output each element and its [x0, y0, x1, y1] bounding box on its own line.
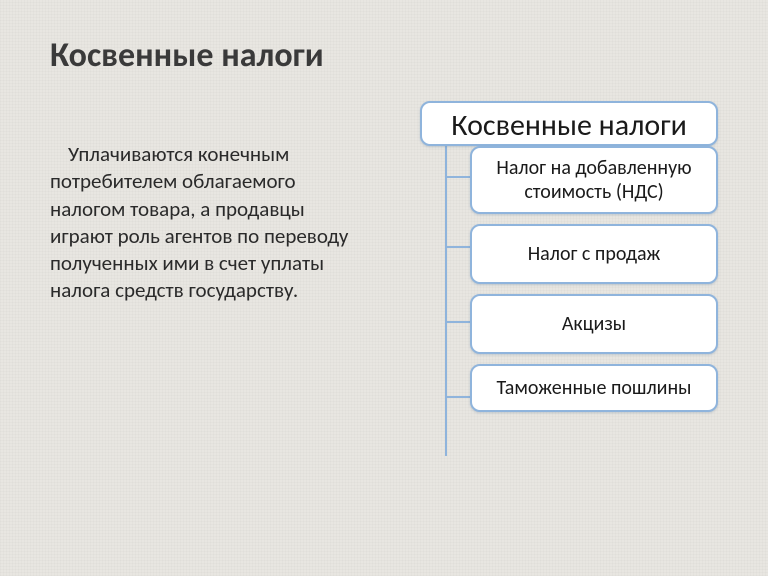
horizontal-connector: [445, 246, 472, 248]
horizontal-connector: [445, 396, 472, 398]
child-node-sales-tax: Налог с продаж: [470, 224, 718, 284]
child-node-vat: Налог на добавленную стоимость (НДС): [470, 146, 718, 214]
connector-area: Налог на добавленную стоимость (НДС) Нал…: [420, 146, 718, 412]
hierarchy-diagram: Косвенные налоги Налог на добавленную ст…: [370, 101, 718, 422]
children-container: Налог на добавленную стоимость (НДС) Нал…: [420, 146, 718, 412]
root-node: Косвенные налоги: [420, 101, 718, 146]
horizontal-connector: [445, 176, 472, 178]
vertical-connector: [445, 146, 447, 456]
slide-title: Косвенные налоги: [50, 35, 718, 76]
child-node-customs: Таможенные пошлины: [470, 364, 718, 412]
body-paragraph: Уплачиваются конечным потребителем облаг…: [50, 101, 360, 422]
child-node-excise: Акцизы: [470, 294, 718, 354]
content-area: Уплачиваются конечным потребителем облаг…: [50, 101, 718, 422]
horizontal-connector: [445, 321, 472, 323]
